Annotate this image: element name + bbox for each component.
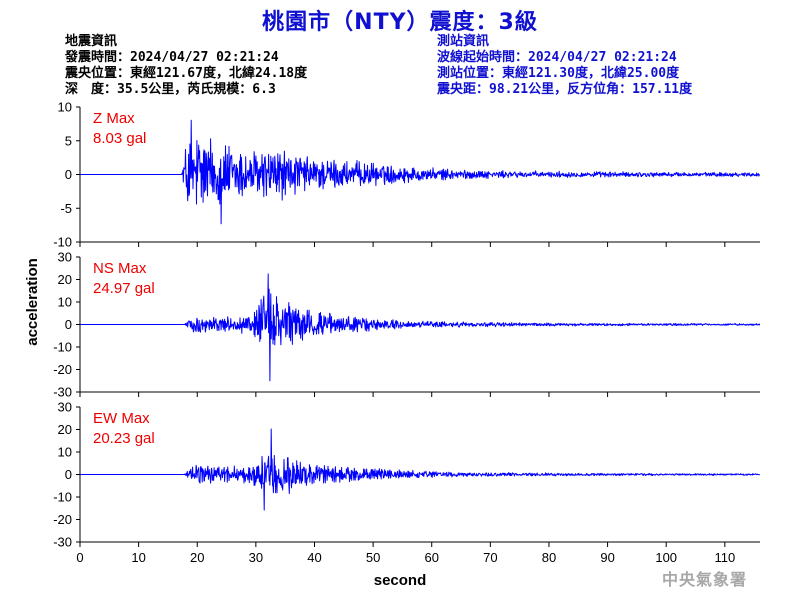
x-tick-label: 40	[307, 550, 321, 565]
ns-y-tick-label: -10	[53, 340, 72, 355]
ew-y-tick-label: 20	[58, 422, 72, 437]
z-y-tick-label: 10	[58, 100, 72, 115]
x-tick-label: 30	[249, 550, 263, 565]
x-tick-label: 70	[483, 550, 497, 565]
ns-y-tick-label: -30	[53, 385, 72, 400]
station-info-heading: 測站資訊	[437, 34, 490, 49]
station-info: 測站資訊 波線起始時間：2024/04/27 02:21:24 測站位置：東經121…	[437, 34, 692, 98]
quake-epicenter: 震央位置：東經121.67度，北緯24.18度	[65, 66, 308, 81]
quake-info: 地震資訊 發震時間：2024/04/27 02:21:24 震央位置：東經121.6…	[65, 34, 307, 98]
ew-max-value: 20.23 gal	[93, 430, 155, 447]
ew-y-tick-label: -20	[53, 512, 72, 527]
ns-max-label: NS Max	[93, 260, 147, 277]
station-distance: 震央距：98.21公里，反方位角：157.11度	[437, 82, 693, 97]
ns-y-tick-label: 0	[65, 317, 72, 332]
ns-y-tick-label: -20	[53, 362, 72, 377]
x-tick-label: 100	[655, 550, 677, 565]
x-axis-title: second	[374, 572, 427, 589]
ew-y-tick-label: -30	[53, 535, 72, 550]
x-tick-label: 110	[714, 550, 735, 565]
z-y-tick-label: -10	[53, 235, 72, 250]
station-wave-start: 波線起始時間：2024/04/27 02:21:24	[437, 50, 677, 65]
z-y-tick-label: -5	[60, 201, 72, 216]
cwa-watermark: 中央氣象署	[661, 570, 747, 589]
x-tick-label: 80	[542, 550, 556, 565]
ns-trace	[79, 273, 761, 382]
x-tick-label: 10	[131, 550, 145, 565]
x-tick-label: 0	[76, 550, 83, 565]
y-axis-title: acceleration	[24, 258, 41, 346]
station-location: 測站位置：東經121.30度，北緯25.00度	[437, 66, 680, 81]
quake-time: 發震時間：2024/04/27 02:21:24	[65, 50, 279, 65]
ew-trace	[79, 428, 761, 511]
ew-y-tick-label: -10	[53, 490, 72, 505]
x-tick-label: 50	[366, 550, 380, 565]
quake-depth-magnitude: 深 度：35.5公里，芮氏規模：6.3	[65, 82, 276, 97]
ns-y-tick-label: 30	[58, 250, 72, 265]
ew-y-tick-label: 10	[58, 445, 72, 460]
quake-info-heading: 地震資訊	[65, 34, 118, 49]
z-max-value: 8.03 gal	[93, 130, 146, 147]
ew-max-label: EW Max	[93, 410, 150, 427]
ns-y-tick-label: 20	[58, 272, 72, 287]
x-tick-label: 20	[190, 550, 204, 565]
x-tick-label: 60	[424, 550, 438, 565]
ns-y-tick-label: 10	[58, 295, 72, 310]
page-title: 桃園市（NTY）震度：3級	[262, 10, 538, 35]
ns-max-value: 24.97 gal	[93, 280, 155, 297]
ew-y-tick-label: 30	[58, 400, 72, 415]
ew-y-tick-label: 0	[65, 467, 72, 482]
z-trace	[79, 119, 761, 225]
x-tick-label: 90	[600, 550, 614, 565]
z-y-tick-label: 0	[65, 167, 72, 182]
z-max-label: Z Max	[93, 110, 135, 127]
z-y-tick-label: 5	[65, 133, 72, 148]
